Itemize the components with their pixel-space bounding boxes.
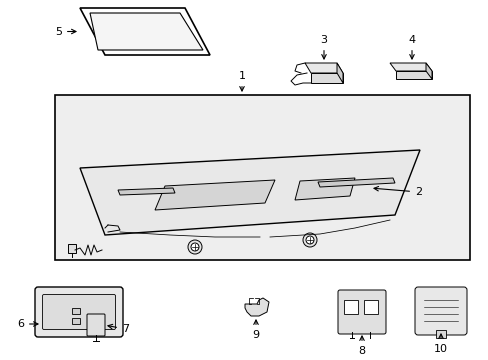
Polygon shape bbox=[310, 73, 342, 83]
Bar bbox=[343, 300, 357, 314]
Bar bbox=[55, 95, 469, 260]
Text: 5: 5 bbox=[55, 27, 76, 36]
Text: 8: 8 bbox=[358, 336, 365, 356]
Polygon shape bbox=[425, 63, 431, 79]
Polygon shape bbox=[244, 298, 268, 316]
Polygon shape bbox=[80, 8, 209, 55]
Bar bbox=[72, 318, 80, 324]
Bar bbox=[72, 308, 80, 314]
Polygon shape bbox=[90, 13, 203, 50]
Text: 2: 2 bbox=[373, 186, 421, 197]
FancyBboxPatch shape bbox=[87, 314, 105, 336]
Text: 6: 6 bbox=[17, 319, 38, 329]
Bar bbox=[363, 300, 377, 314]
Circle shape bbox=[305, 236, 313, 244]
FancyBboxPatch shape bbox=[414, 287, 466, 335]
Polygon shape bbox=[389, 63, 431, 71]
FancyBboxPatch shape bbox=[35, 287, 123, 337]
Polygon shape bbox=[118, 188, 175, 195]
FancyBboxPatch shape bbox=[42, 294, 115, 329]
Polygon shape bbox=[317, 178, 394, 187]
Polygon shape bbox=[305, 63, 342, 73]
Polygon shape bbox=[155, 180, 274, 210]
Text: 9: 9 bbox=[252, 320, 259, 340]
Text: 3: 3 bbox=[320, 35, 327, 59]
Circle shape bbox=[187, 240, 202, 254]
Bar bbox=[435, 330, 445, 338]
Bar bbox=[68, 244, 76, 253]
Polygon shape bbox=[80, 150, 419, 235]
Text: 4: 4 bbox=[407, 35, 415, 59]
FancyBboxPatch shape bbox=[337, 290, 385, 334]
Polygon shape bbox=[336, 63, 342, 83]
Circle shape bbox=[303, 233, 316, 247]
Text: 1: 1 bbox=[238, 71, 245, 91]
Text: 10: 10 bbox=[433, 334, 447, 354]
Polygon shape bbox=[294, 178, 354, 200]
Circle shape bbox=[191, 243, 199, 251]
Polygon shape bbox=[395, 71, 431, 79]
Text: 7: 7 bbox=[108, 324, 129, 334]
